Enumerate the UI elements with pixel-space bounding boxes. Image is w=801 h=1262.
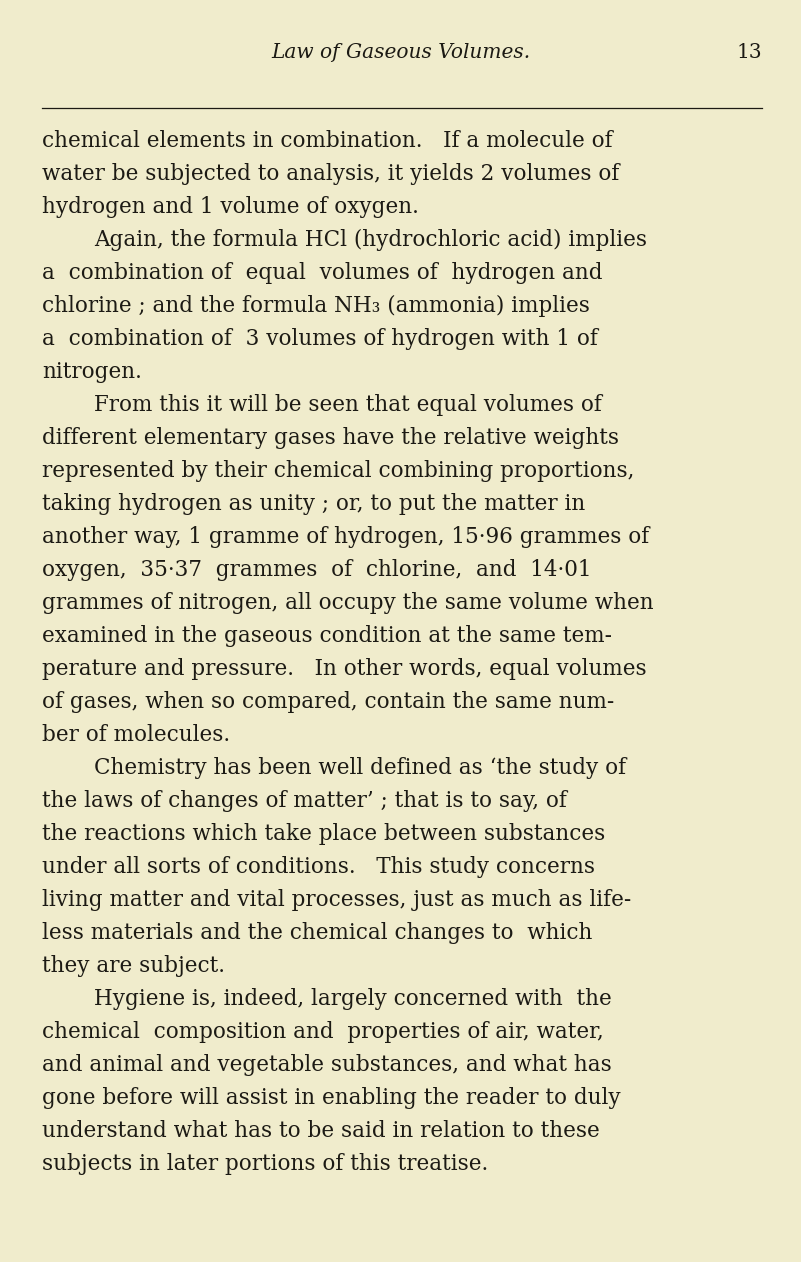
Text: Again, the formula HCl (hydrochloric acid) implies: Again, the formula HCl (hydrochloric aci… xyxy=(94,228,647,251)
Text: subjects in later portions of this treatise.: subjects in later portions of this treat… xyxy=(42,1153,489,1175)
Text: the reactions which take place between substances: the reactions which take place between s… xyxy=(42,823,606,846)
Text: they are subject.: they are subject. xyxy=(42,955,225,977)
Text: oxygen,  35·37  grammes  of  chlorine,  and  14·01: oxygen, 35·37 grammes of chlorine, and 1… xyxy=(42,559,591,581)
Text: of gases, when so compared, contain the same num-: of gases, when so compared, contain the … xyxy=(42,692,614,713)
Text: living matter and vital processes, just as much as life-: living matter and vital processes, just … xyxy=(42,888,631,911)
Text: taking hydrogen as unity ; or, to put the matter in: taking hydrogen as unity ; or, to put th… xyxy=(42,493,586,515)
Text: gone before will assist in enabling the reader to duly: gone before will assist in enabling the … xyxy=(42,1087,621,1109)
Text: and animal and vegetable substances, and what has: and animal and vegetable substances, and… xyxy=(42,1054,612,1076)
Text: another way, 1 gramme of hydrogen, 15·96 grammes of: another way, 1 gramme of hydrogen, 15·96… xyxy=(42,526,650,548)
Text: examined in the gaseous condition at the same tem-: examined in the gaseous condition at the… xyxy=(42,625,612,647)
Text: understand what has to be said in relation to these: understand what has to be said in relati… xyxy=(42,1119,600,1142)
Text: chlorine ; and the formula NH₃ (ammonia) implies: chlorine ; and the formula NH₃ (ammonia)… xyxy=(42,295,590,317)
Text: different elementary gases have the relative weights: different elementary gases have the rela… xyxy=(42,427,619,449)
Text: under all sorts of conditions.   This study concerns: under all sorts of conditions. This stud… xyxy=(42,856,595,878)
Text: less materials and the chemical changes to  which: less materials and the chemical changes … xyxy=(42,923,593,944)
Text: From this it will be seen that equal volumes of: From this it will be seen that equal vol… xyxy=(94,394,602,416)
Text: hydrogen and 1 volume of oxygen.: hydrogen and 1 volume of oxygen. xyxy=(42,196,419,218)
Text: water be subjected to analysis, it yields 2 volumes of: water be subjected to analysis, it yield… xyxy=(42,163,619,186)
Text: 13: 13 xyxy=(736,43,762,62)
Text: grammes of nitrogen, all occupy the same volume when: grammes of nitrogen, all occupy the same… xyxy=(42,592,654,615)
Text: Law of Gaseous Volumes.: Law of Gaseous Volumes. xyxy=(271,43,530,62)
Text: chemical  composition and  properties of air, water,: chemical composition and properties of a… xyxy=(42,1021,604,1042)
Text: perature and pressure.   In other words, equal volumes: perature and pressure. In other words, e… xyxy=(42,658,646,680)
Text: nitrogen.: nitrogen. xyxy=(42,361,142,382)
Text: chemical elements in combination.   If a molecule of: chemical elements in combination. If a m… xyxy=(42,130,613,151)
Text: a  combination of  3 volumes of hydrogen with 1 of: a combination of 3 volumes of hydrogen w… xyxy=(42,328,598,350)
Text: Hygiene is, indeed, largely concerned with  the: Hygiene is, indeed, largely concerned wi… xyxy=(94,988,612,1010)
Text: ber of molecules.: ber of molecules. xyxy=(42,724,230,746)
Text: Chemistry has been well defined as ‘the study of: Chemistry has been well defined as ‘the … xyxy=(94,757,626,779)
Text: represented by their chemical combining proportions,: represented by their chemical combining … xyxy=(42,461,634,482)
Text: a  combination of  equal  volumes of  hydrogen and: a combination of equal volumes of hydrog… xyxy=(42,262,602,284)
Text: the laws of changes of matter’ ; that is to say, of: the laws of changes of matter’ ; that is… xyxy=(42,790,567,811)
